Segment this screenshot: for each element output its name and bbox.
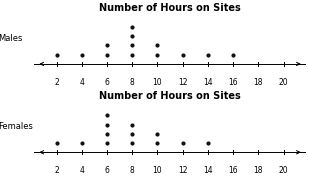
Text: Males: Males: [0, 34, 23, 43]
Title: Number of Hours on Sites: Number of Hours on Sites: [99, 91, 241, 101]
Title: Number of Hours on Sites: Number of Hours on Sites: [99, 3, 241, 13]
Text: Females: Females: [0, 122, 33, 131]
